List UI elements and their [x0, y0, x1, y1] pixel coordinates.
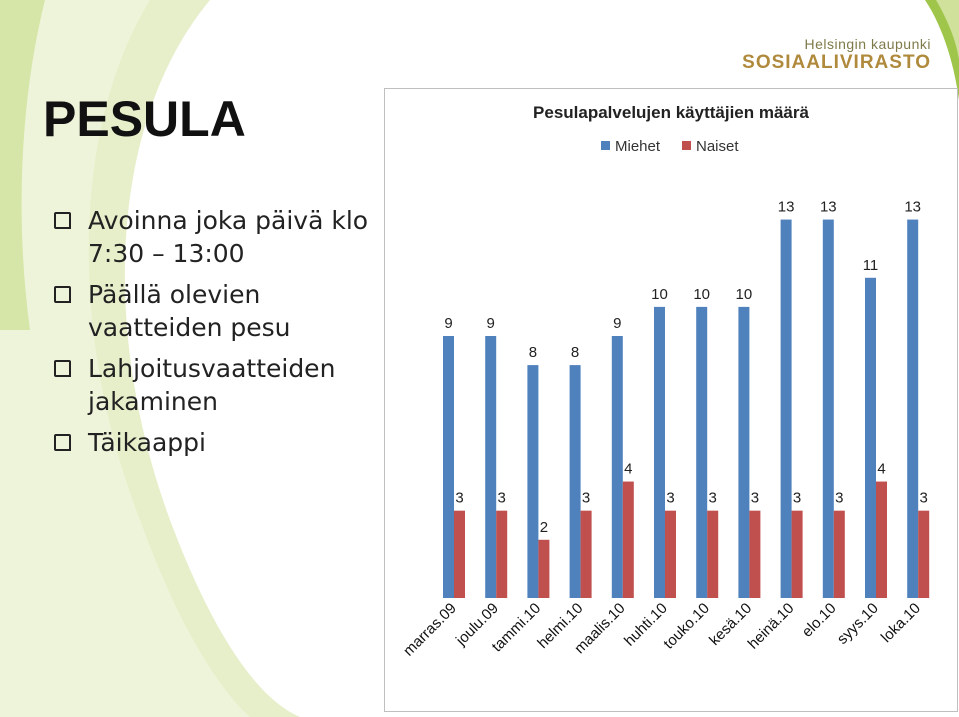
- data-label-naiset-touko.10: 3: [709, 490, 717, 507]
- bar-miehet-tammi.10: [527, 365, 539, 598]
- x-tick-label: syys.10: [834, 600, 882, 648]
- bar-miehet-syys.10: [865, 277, 876, 598]
- bar-naiset-elo.10: [833, 510, 845, 598]
- bullet-item: Lahjoitusvaatteiden jakaminen: [52, 352, 382, 418]
- bar-miehet-loka.10: [907, 219, 919, 599]
- legend-swatch-naiset: [682, 141, 691, 150]
- chart-bars: 9 3 9 3 8 2 8 3 9 4 10 3 10 3 10 3 13 3 13 3 11 4 13 3: [443, 199, 930, 599]
- bar-naiset-tammi.10: [538, 539, 550, 598]
- x-tick-label: touko.10: [660, 600, 713, 653]
- data-label-miehet-kesä.10: 10: [736, 286, 753, 303]
- bullet-list: Avoinna joka päivä klo 7:30 – 13:00 Pääl…: [52, 204, 382, 467]
- bar-miehet-elo.10: [822, 219, 834, 599]
- swoosh-mid-shape: [0, 0, 250, 717]
- bullet-text: Päällä olevien vaatteiden pesu: [88, 280, 291, 342]
- bar-naiset-marras.09: [454, 510, 465, 598]
- checkbox-bullet-icon: [54, 286, 71, 303]
- bar-naiset-loka.10: [918, 510, 930, 598]
- data-label-naiset-helmi.10: 3: [582, 490, 590, 507]
- organization-logo: Helsingin kaupunki SOSIAALIVIRASTO: [742, 36, 931, 74]
- legend-label-miehet: Miehet: [615, 138, 661, 155]
- bar-chart: Pesulapalvelujen käyttäjien määrä Miehet…: [400, 103, 930, 660]
- bar-naiset-touko.10: [707, 510, 719, 598]
- chart-frame: Pesulapalvelujen käyttäjien määrä Miehet…: [384, 88, 958, 712]
- bar-naiset-syys.10: [876, 481, 887, 598]
- x-tick-label: marras.09: [400, 600, 460, 660]
- data-label-miehet-helmi.10: 8: [571, 344, 579, 361]
- bar-miehet-huhti.10: [654, 306, 665, 598]
- data-label-miehet-syys.10: 11: [863, 257, 879, 274]
- swoosh-left-band: [0, 0, 45, 330]
- checkbox-bullet-icon: [54, 360, 71, 377]
- bar-naiset-kesä.10: [749, 510, 761, 598]
- bullet-text: Lahjoitusvaatteiden jakaminen: [88, 354, 336, 416]
- data-label-naiset-elo.10: 3: [835, 490, 843, 507]
- data-label-naiset-joulu.09: 3: [498, 490, 506, 507]
- legend-swatch-miehet: [601, 141, 610, 150]
- data-label-miehet-marras.09: 9: [444, 315, 452, 332]
- x-tick-label: loka.10: [878, 600, 924, 646]
- data-label-miehet-maalis.10: 9: [613, 315, 621, 332]
- bar-naiset-heinä.10: [791, 510, 803, 598]
- chart-x-tick-labels: marras.09joulu.09tammi.10helmi.10maalis.…: [400, 600, 924, 660]
- checkbox-bullet-icon: [54, 212, 71, 229]
- bullet-text: Avoinna joka päivä klo 7:30 – 13:00: [88, 206, 369, 268]
- chart-legend: Miehet Naiset: [601, 138, 739, 155]
- bullet-item: Täikaappi: [52, 426, 382, 459]
- data-label-miehet-huhti.10: 10: [651, 286, 668, 303]
- data-label-naiset-marras.09: 3: [455, 490, 463, 507]
- bar-miehet-helmi.10: [569, 365, 581, 598]
- data-label-naiset-huhti.10: 3: [666, 490, 674, 507]
- data-label-miehet-heinä.10: 13: [778, 199, 795, 216]
- data-label-miehet-loka.10: 13: [904, 199, 921, 216]
- x-tick-label: heinä.10: [745, 600, 798, 653]
- swoosh-top-right-inner: [936, 0, 959, 60]
- data-label-miehet-tammi.10: 8: [529, 344, 537, 361]
- logo-city-name: Helsingin kaupunki: [804, 36, 931, 52]
- data-label-naiset-syys.10: 4: [877, 461, 885, 478]
- bar-naiset-helmi.10: [580, 510, 592, 598]
- data-label-naiset-maalis.10: 4: [624, 461, 632, 478]
- bar-miehet-touko.10: [696, 306, 708, 598]
- data-label-naiset-kesä.10: 3: [751, 490, 759, 507]
- bullet-item: Avoinna joka päivä klo 7:30 – 13:00: [52, 204, 382, 270]
- data-label-miehet-touko.10: 10: [693, 286, 710, 303]
- x-tick-label: elo.10: [799, 600, 840, 641]
- bar-miehet-marras.09: [443, 336, 454, 598]
- bar-naiset-maalis.10: [622, 481, 634, 598]
- bar-miehet-heinä.10: [780, 219, 792, 599]
- bar-naiset-joulu.09: [496, 510, 508, 598]
- data-label-naiset-tammi.10: 2: [540, 519, 548, 536]
- chart-title: Pesulapalvelujen käyttäjien määrä: [533, 103, 809, 122]
- bullet-item: Päällä olevien vaatteiden pesu: [52, 278, 382, 344]
- legend-label-naiset: Naiset: [696, 138, 739, 155]
- data-label-naiset-heinä.10: 3: [793, 490, 801, 507]
- logo-department-name: SOSIAALIVIRASTO: [742, 52, 931, 73]
- data-label-miehet-joulu.09: 9: [487, 315, 495, 332]
- data-label-naiset-loka.10: 3: [920, 490, 928, 507]
- checkbox-bullet-icon: [54, 434, 71, 451]
- bar-naiset-huhti.10: [665, 510, 676, 598]
- bar-miehet-joulu.09: [485, 336, 497, 598]
- bar-miehet-kesä.10: [738, 306, 750, 598]
- data-label-miehet-elo.10: 13: [820, 199, 837, 216]
- slide-title: PESULA: [43, 91, 246, 147]
- bar-miehet-maalis.10: [611, 336, 623, 598]
- bullet-text: Täikaappi: [88, 428, 206, 457]
